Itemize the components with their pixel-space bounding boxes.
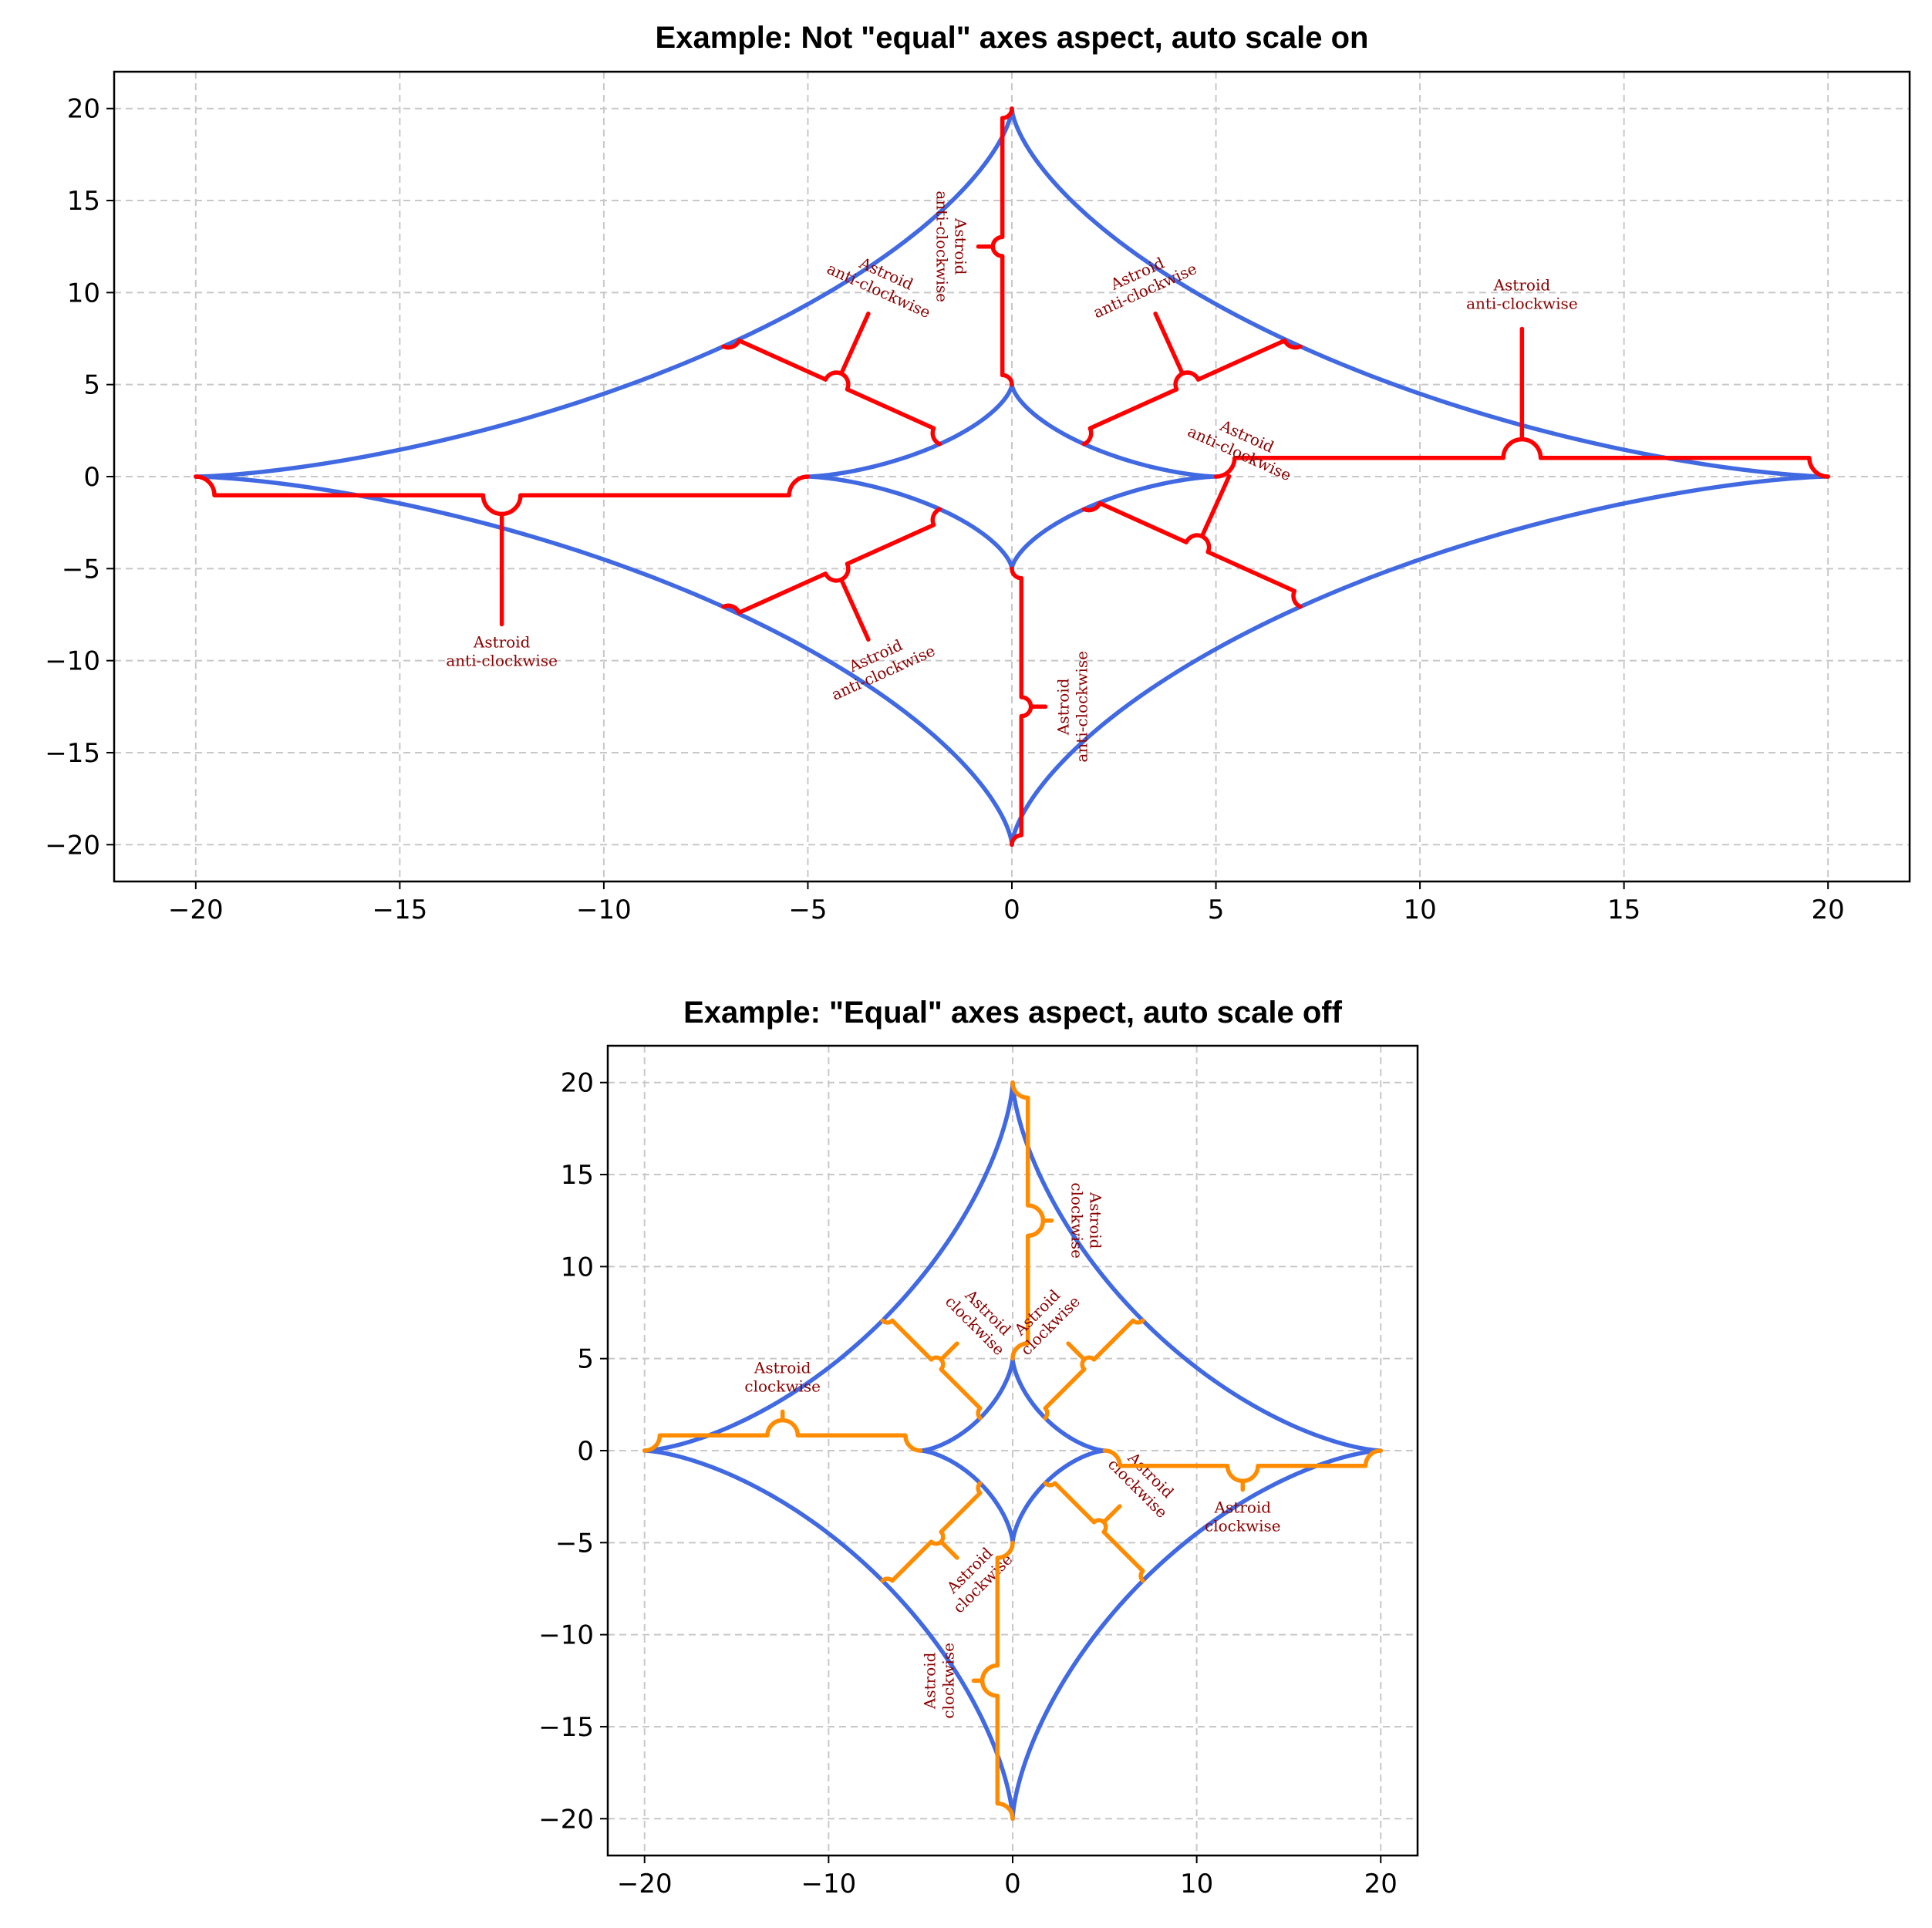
annotation-line2: anti-clockwise xyxy=(932,190,951,302)
x-tick-label: −5 xyxy=(788,895,827,925)
x-tick-label: 20 xyxy=(1812,895,1845,925)
curly-brace xyxy=(1081,474,1303,609)
curly-brace xyxy=(1102,1448,1384,1492)
y-tick-label: 5 xyxy=(83,370,100,401)
y-tick-label: 0 xyxy=(577,1436,594,1467)
x-tick-label: 20 xyxy=(1364,1869,1398,1899)
x-tick-label: 0 xyxy=(1003,895,1020,925)
annotation-line1: Astroid xyxy=(920,1652,939,1710)
x-tick-label: −20 xyxy=(168,895,224,925)
curly-brace xyxy=(194,474,811,627)
annotation-line2: clockwise xyxy=(1205,1517,1281,1535)
annotation-line2: clockwise xyxy=(744,1377,821,1395)
annotation-line2: clockwise xyxy=(1068,1182,1087,1259)
curly-brace xyxy=(1043,1318,1145,1421)
x-tick-label: −10 xyxy=(801,1869,856,1899)
curly-brace xyxy=(1010,1080,1054,1361)
x-tick-label: 0 xyxy=(1004,1869,1021,1899)
y-tick-label: 20 xyxy=(67,94,100,125)
x-tick-label: 10 xyxy=(1403,895,1436,925)
y-tick-label: 10 xyxy=(67,278,100,308)
curly-brace xyxy=(721,507,942,642)
annotation-line2: anti-clockwise xyxy=(446,652,558,670)
curly-brace xyxy=(880,1318,983,1421)
curly-brace xyxy=(971,1540,1015,1822)
curly-brace xyxy=(1213,326,1830,479)
y-tick-label: −10 xyxy=(45,646,100,677)
y-tick-label: −15 xyxy=(538,1712,594,1743)
grid xyxy=(114,72,1910,881)
annotation-line1: Astroid xyxy=(1493,275,1551,294)
annotation-line2: anti-clockwise xyxy=(1073,651,1091,763)
annotation-line2: anti-clockwise xyxy=(1466,294,1578,312)
curly-brace xyxy=(1010,566,1048,848)
bottom-plot: AstroidclockwiseAstroidclockwiseAstroidc… xyxy=(538,996,1419,1899)
curly-brace xyxy=(976,106,1014,387)
x-tick-label: −20 xyxy=(617,1869,673,1899)
y-tick-label: 0 xyxy=(83,462,100,493)
curly-brace xyxy=(721,311,942,447)
y-tick-label: 10 xyxy=(561,1252,594,1283)
annotation-line2: clockwise xyxy=(939,1643,957,1719)
curly-brace xyxy=(642,1409,923,1453)
y-tick-label: 15 xyxy=(561,1160,594,1191)
x-tick-label: 5 xyxy=(1208,895,1225,925)
y-tick-label: 5 xyxy=(577,1344,594,1375)
x-tick-label: 10 xyxy=(1180,1869,1213,1899)
annotation-line1: Astroid xyxy=(1054,678,1073,736)
chart-title: Example: "Equal" axes aspect, auto scale… xyxy=(683,996,1342,1030)
y-tick-label: −20 xyxy=(538,1804,594,1835)
annotation-line1: Astroid xyxy=(473,633,531,652)
y-tick-label: −5 xyxy=(555,1528,594,1559)
x-tick-label: −15 xyxy=(372,895,427,925)
curly-brace xyxy=(1081,311,1303,447)
grid xyxy=(608,1046,1418,1856)
y-tick-label: −10 xyxy=(538,1620,594,1651)
curly-brace xyxy=(1043,1481,1145,1583)
y-tick-label: 20 xyxy=(561,1068,594,1099)
annotation-line1: Astroid xyxy=(1214,1498,1272,1517)
annotation-line1: Astroid xyxy=(1087,1192,1105,1249)
x-tick-label: −10 xyxy=(576,895,632,925)
curly-brace xyxy=(880,1481,983,1583)
y-tick-label: −5 xyxy=(62,554,100,585)
y-tick-label: −20 xyxy=(45,830,100,861)
chart-title: Example: Not "equal" axes aspect, auto s… xyxy=(656,21,1369,55)
x-tick-label: 15 xyxy=(1607,895,1640,925)
y-tick-label: 15 xyxy=(67,186,100,217)
y-tick-label: −15 xyxy=(45,738,100,769)
annotation-line1: Astroid xyxy=(951,217,969,275)
annotation-line1: Astroid xyxy=(754,1358,811,1377)
